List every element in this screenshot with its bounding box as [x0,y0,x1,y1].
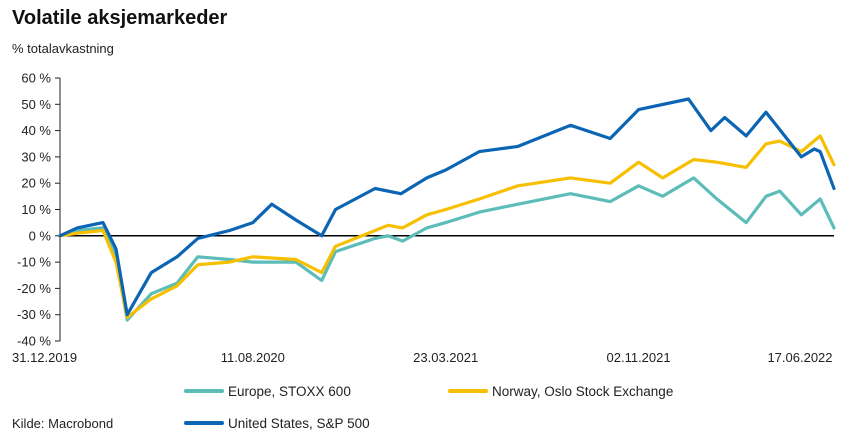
series-layer [58,97,836,322]
x-tick-label: 23.03.2021 [413,350,478,365]
chart-source: Kilde: Macrobond [12,416,113,431]
x-axis-ticks: 31.12.2019 11.08.2020 23.03.2021 02.11.2021… [12,350,833,365]
x-tick-label: 11.08.2020 [221,350,285,365]
chart-subtitle: % totalavkastning [12,41,114,56]
y-tick-label: 0 % [29,228,52,243]
y-tick-label: -10 % [17,255,51,270]
y-tick-label: 20 % [21,176,51,191]
legend-item-norway: Norway, Oslo Stock Exchange [448,384,673,399]
series-line-norway [58,134,836,319]
series-line-us [58,97,836,317]
legend: Europe, STOXX 600 Norway, Oslo Stock Exc… [184,384,673,431]
y-tick-label: 50 % [21,97,51,112]
y-tick-label: -20 % [17,281,51,296]
y-axis-ticks: 60 % 50 % 40 % 30 % 20 % 10 % 0 % -10 % -20 % -30… [17,71,60,349]
legend-item-us: United States, S&P 500 [184,416,370,431]
legend-label-europe: Europe, STOXX 600 [228,384,351,399]
legend-label-us: United States, S&P 500 [228,416,370,431]
legend-item-europe: Europe, STOXX 600 [184,384,351,399]
y-tick-label: -40 % [17,334,51,349]
y-tick-label: 30 % [21,149,51,164]
y-tick-label: 40 % [21,123,51,138]
x-tick-label: 17.06.2022 [767,350,832,365]
legend-label-norway: Norway, Oslo Stock Exchange [492,384,673,399]
chart-title: Volatile aksjemarkeder [12,7,228,29]
x-tick-label: 02.11.2021 [607,350,671,365]
y-tick-label: 60 % [21,71,51,86]
y-tick-label: -30 % [17,307,51,322]
x-tick-label: 31.12.2019 [12,350,77,365]
series-line-europe [58,176,836,322]
y-tick-label: 10 % [21,202,51,217]
